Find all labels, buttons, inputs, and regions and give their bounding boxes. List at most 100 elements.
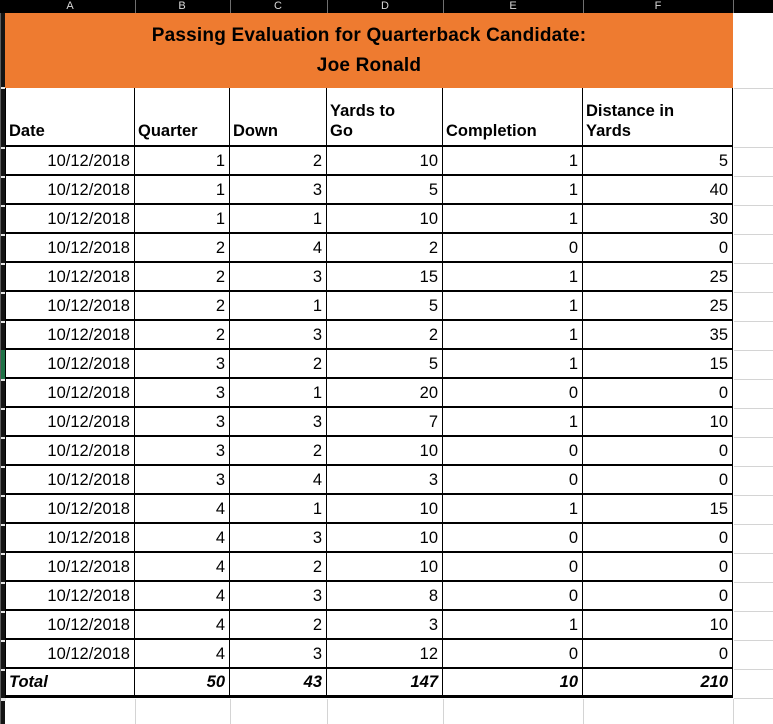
cell-completion[interactable]: 0 — [443, 234, 583, 261]
cell-yards-to-go[interactable]: 2 — [327, 234, 443, 261]
cell-yards-to-go[interactable]: 10 — [327, 495, 443, 522]
cell-quarter[interactable]: 4 — [135, 553, 230, 580]
cell-yards-to-go[interactable]: 8 — [327, 582, 443, 609]
title-banner[interactable]: Passing Evaluation for Quarterback Candi… — [5, 13, 733, 88]
cell-down[interactable]: 1 — [230, 495, 327, 522]
cell-quarter[interactable]: 4 — [135, 582, 230, 609]
cell-down[interactable]: 2 — [230, 147, 327, 174]
cell-completion[interactable]: 1 — [443, 292, 583, 319]
cell-distance[interactable]: 0 — [583, 234, 733, 261]
cell-down[interactable]: 2 — [230, 611, 327, 638]
header-down[interactable]: Down — [230, 88, 327, 145]
total-yards-to-go[interactable]: 147 — [327, 669, 443, 695]
cell-completion[interactable]: 1 — [443, 263, 583, 290]
cell-distance[interactable]: 0 — [583, 466, 733, 493]
cell-yards-to-go[interactable]: 5 — [327, 176, 443, 203]
cell-completion[interactable]: 0 — [443, 640, 583, 667]
cell-completion[interactable]: 0 — [443, 466, 583, 493]
cell-distance[interactable]: 15 — [583, 350, 733, 377]
cell-distance[interactable]: 0 — [583, 640, 733, 667]
column-header-a[interactable]: A — [66, 0, 74, 12]
cell-date[interactable]: 10/12/2018 — [5, 408, 135, 435]
cell-distance[interactable]: 40 — [583, 176, 733, 203]
cell-completion[interactable]: 1 — [443, 321, 583, 348]
cell-quarter[interactable]: 2 — [135, 234, 230, 261]
header-completion[interactable]: Completion — [443, 88, 583, 145]
cell-quarter[interactable]: 4 — [135, 524, 230, 551]
cell-yards-to-go[interactable]: 3 — [327, 611, 443, 638]
cell-completion[interactable]: 0 — [443, 379, 583, 406]
total-distance[interactable]: 210 — [583, 669, 733, 695]
cell-distance[interactable]: 25 — [583, 263, 733, 290]
cell-quarter[interactable]: 2 — [135, 292, 230, 319]
cell-distance[interactable]: 0 — [583, 437, 733, 464]
cell-down[interactable]: 1 — [230, 205, 327, 232]
cell-down[interactable]: 1 — [230, 379, 327, 406]
cell-distance[interactable]: 30 — [583, 205, 733, 232]
cell-quarter[interactable]: 3 — [135, 379, 230, 406]
cell-completion[interactable]: 0 — [443, 524, 583, 551]
total-completion[interactable]: 10 — [443, 669, 583, 695]
header-yards-to-go[interactable]: Yards to Go — [327, 88, 443, 145]
cell-date[interactable]: 10/12/2018 — [5, 176, 135, 203]
cell-completion[interactable]: 1 — [443, 205, 583, 232]
cell-quarter[interactable]: 2 — [135, 263, 230, 290]
cell-down[interactable]: 3 — [230, 321, 327, 348]
cell-quarter[interactable]: 4 — [135, 495, 230, 522]
cell-distance[interactable]: 15 — [583, 495, 733, 522]
total-quarter[interactable]: 50 — [135, 669, 230, 695]
cell-yards-to-go[interactable]: 10 — [327, 553, 443, 580]
cell-down[interactable]: 3 — [230, 524, 327, 551]
cell-completion[interactable]: 1 — [443, 408, 583, 435]
cell-down[interactable]: 2 — [230, 437, 327, 464]
cell-yards-to-go[interactable]: 10 — [327, 524, 443, 551]
column-header-f[interactable]: F — [654, 0, 662, 12]
cell-yards-to-go[interactable]: 15 — [327, 263, 443, 290]
cell-down[interactable]: 2 — [230, 553, 327, 580]
cell-date[interactable]: 10/12/2018 — [5, 524, 135, 551]
cell-date[interactable]: 10/12/2018 — [5, 582, 135, 609]
cell-date[interactable]: 10/12/2018 — [5, 350, 135, 377]
cell-yards-to-go[interactable]: 20 — [327, 379, 443, 406]
cell-quarter[interactable]: 1 — [135, 147, 230, 174]
cell-quarter[interactable]: 2 — [135, 321, 230, 348]
cell-down[interactable]: 2 — [230, 350, 327, 377]
cell-date[interactable]: 10/12/2018 — [5, 147, 135, 174]
cell-yards-to-go[interactable]: 5 — [327, 292, 443, 319]
cell-quarter[interactable]: 1 — [135, 176, 230, 203]
cell-quarter[interactable]: 4 — [135, 611, 230, 638]
cell-distance[interactable]: 0 — [583, 553, 733, 580]
cell-completion[interactable]: 1 — [443, 176, 583, 203]
cell-date[interactable]: 10/12/2018 — [5, 437, 135, 464]
cell-distance[interactable]: 0 — [583, 582, 733, 609]
header-quarter[interactable]: Quarter — [135, 88, 230, 145]
cell-yards-to-go[interactable]: 5 — [327, 350, 443, 377]
cell-yards-to-go[interactable]: 10 — [327, 205, 443, 232]
column-header-d[interactable]: D — [381, 0, 389, 12]
total-down[interactable]: 43 — [230, 669, 327, 695]
cell-quarter[interactable]: 3 — [135, 408, 230, 435]
cell-date[interactable]: 10/12/2018 — [5, 205, 135, 232]
cell-completion[interactable]: 1 — [443, 495, 583, 522]
row-header-strip[interactable] — [0, 13, 6, 724]
cell-date[interactable]: 10/12/2018 — [5, 466, 135, 493]
cell-yards-to-go[interactable]: 10 — [327, 437, 443, 464]
cell-distance[interactable]: 0 — [583, 524, 733, 551]
cell-distance[interactable]: 35 — [583, 321, 733, 348]
cell-distance[interactable]: 10 — [583, 408, 733, 435]
cell-yards-to-go[interactable]: 12 — [327, 640, 443, 667]
cell-distance[interactable]: 0 — [583, 379, 733, 406]
cell-down[interactable]: 4 — [230, 234, 327, 261]
cell-quarter[interactable]: 1 — [135, 205, 230, 232]
cell-date[interactable]: 10/12/2018 — [5, 553, 135, 580]
column-header-e[interactable]: E — [509, 0, 517, 12]
total-label[interactable]: Total — [5, 669, 135, 695]
cell-down[interactable]: 3 — [230, 176, 327, 203]
cell-down[interactable]: 1 — [230, 292, 327, 319]
cell-down[interactable]: 3 — [230, 640, 327, 667]
cell-distance[interactable]: 25 — [583, 292, 733, 319]
cell-date[interactable]: 10/12/2018 — [5, 321, 135, 348]
cell-quarter[interactable]: 3 — [135, 350, 230, 377]
cell-yards-to-go[interactable]: 7 — [327, 408, 443, 435]
cell-quarter[interactable]: 3 — [135, 437, 230, 464]
